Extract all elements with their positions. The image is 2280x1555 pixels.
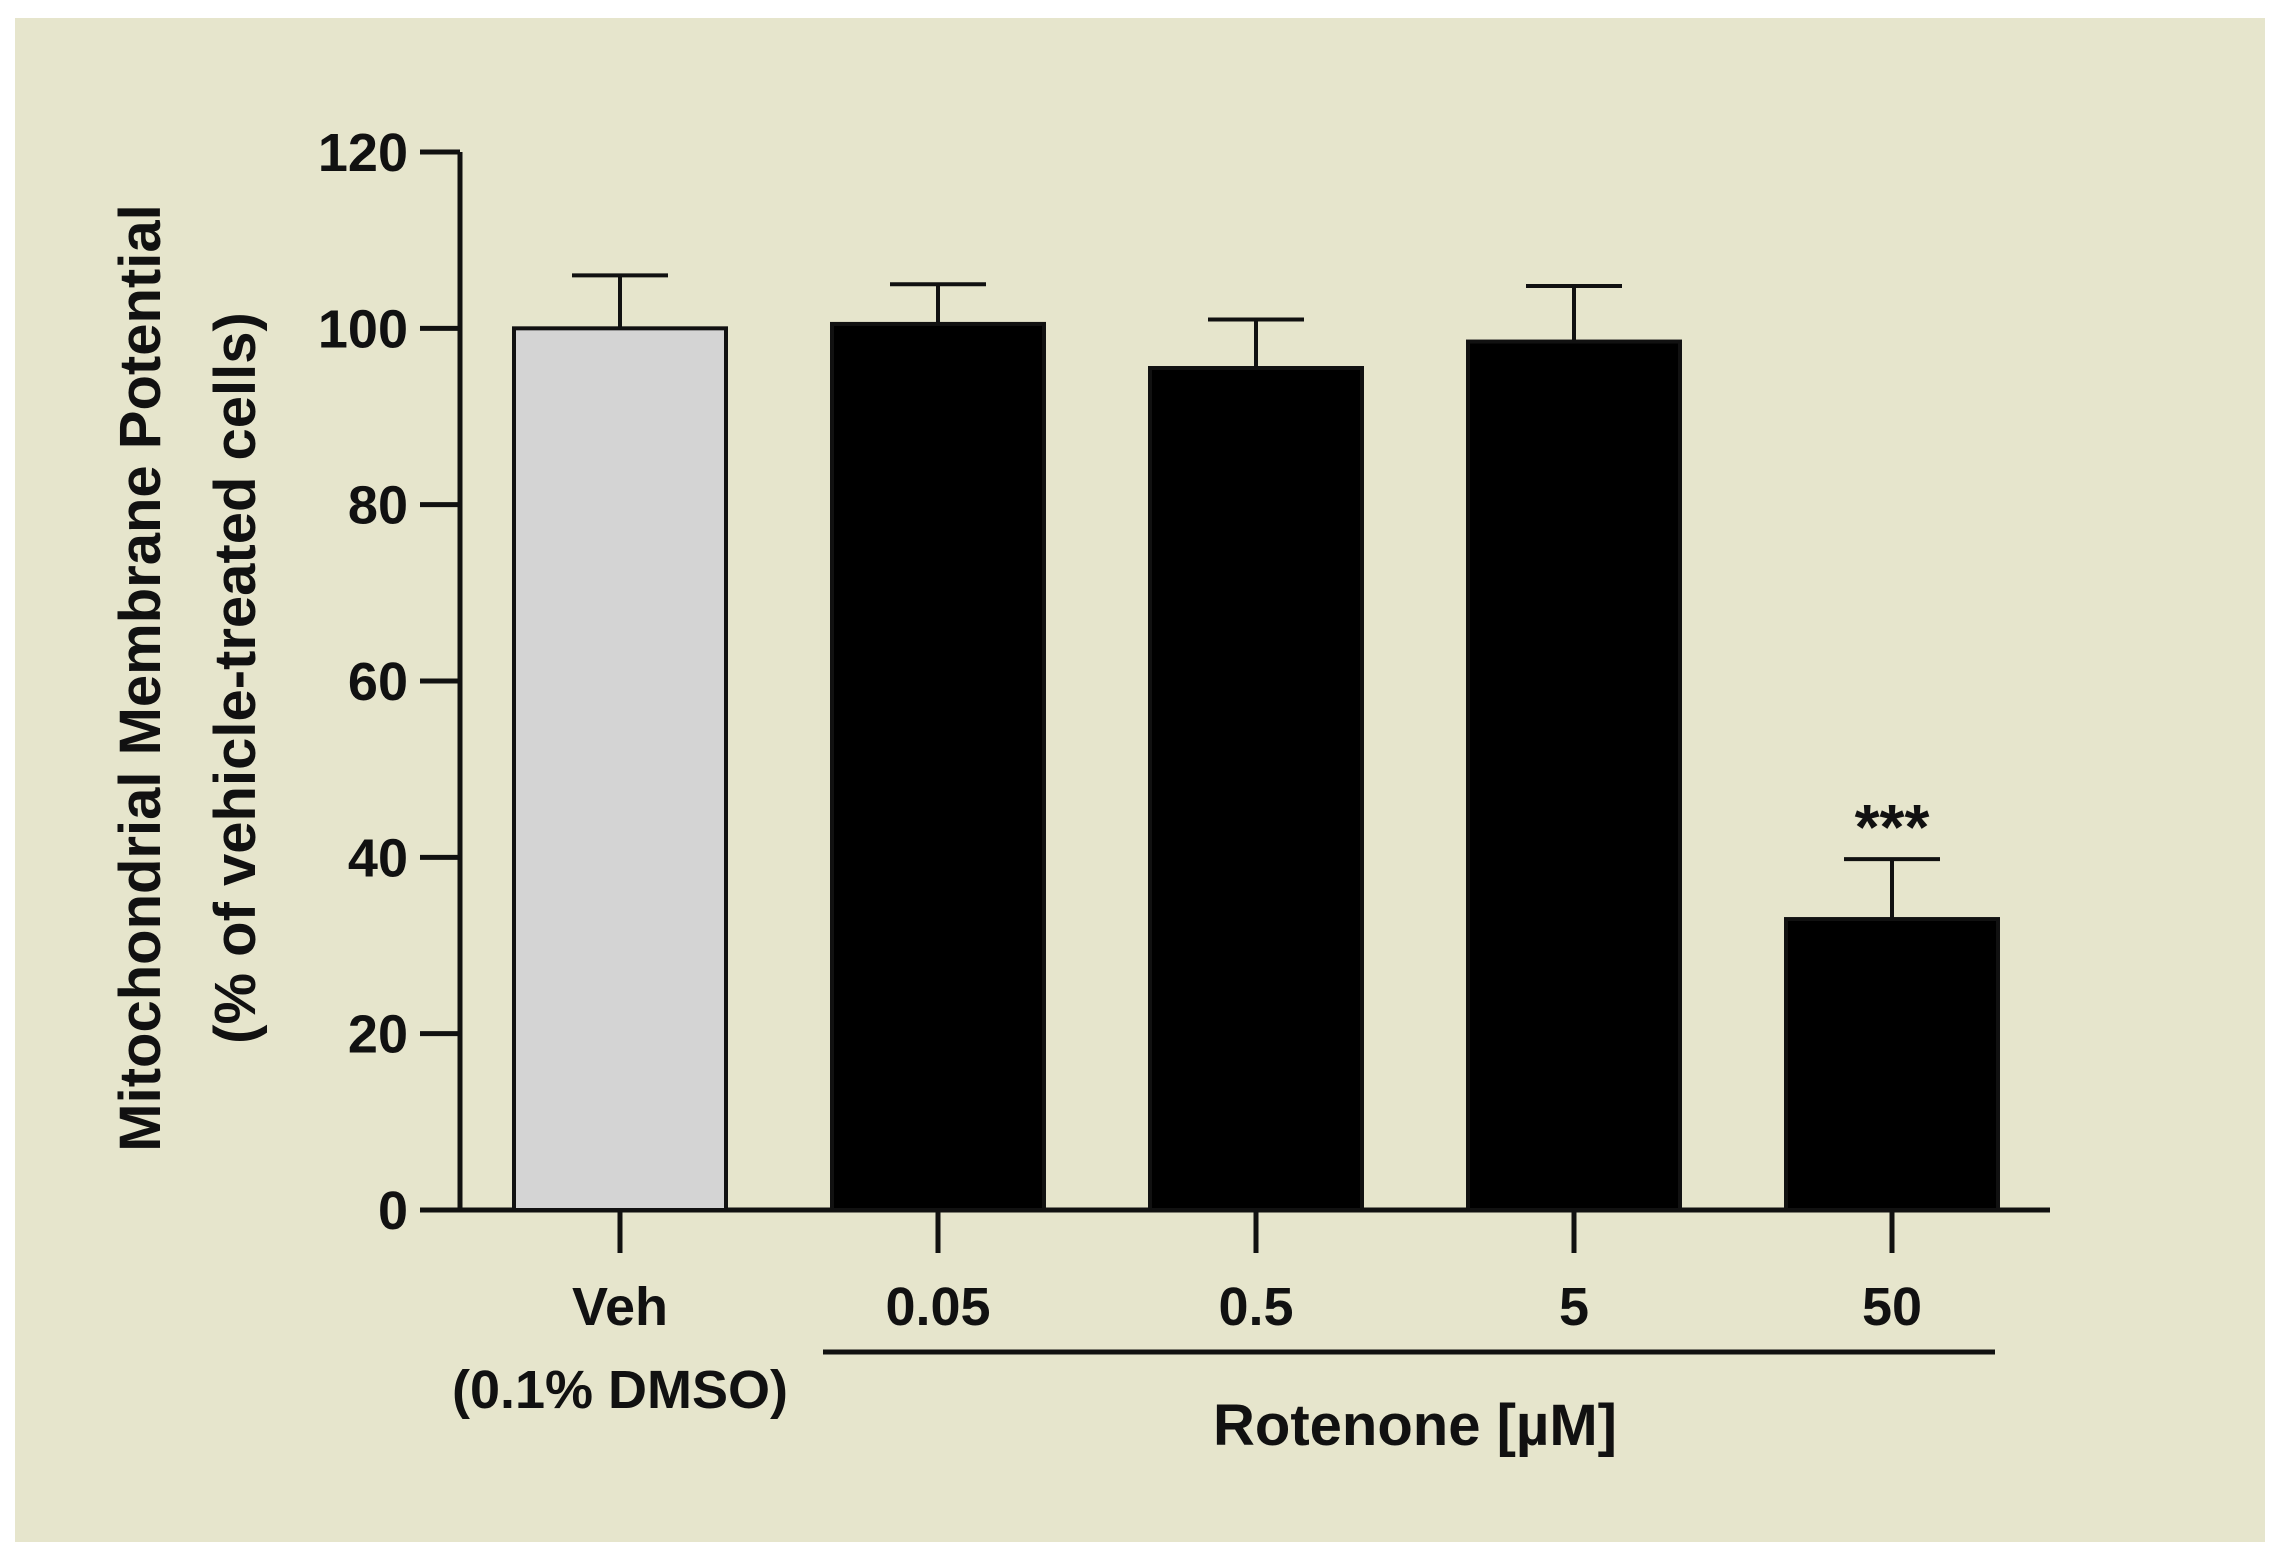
y-tick-label: 20	[348, 1005, 408, 1065]
x-tick-sublabel: (0.1% DMSO)	[452, 1360, 788, 1420]
x-axis-label: Rotenone [µM]	[1213, 1393, 1617, 1458]
y-tick-label: 40	[348, 828, 408, 888]
bar-rotenone-5	[1466, 339, 1682, 1212]
x-tick-label: Veh	[572, 1277, 668, 1337]
x-tick-label: 0.5	[1218, 1277, 1293, 1337]
y-tick-label: 120	[318, 123, 408, 183]
x-tick-label: 0.05	[885, 1277, 990, 1337]
bar-rotenone-0.05	[830, 321, 1046, 1212]
x-tick-labels: Veh (0.1% DMSO) 0.05 0.5 5 50	[452, 1277, 1922, 1420]
bar-rotenone-50	[1784, 917, 2000, 1212]
x-tick-label: 50	[1862, 1277, 1922, 1337]
bars: ***	[512, 273, 2000, 1213]
y-tick-label: 60	[348, 652, 408, 712]
chart-background	[15, 18, 2265, 1542]
y-tick-label: 80	[348, 476, 408, 536]
y-tick-label: 0	[378, 1181, 408, 1241]
significance-annotation: ***	[1855, 791, 1930, 863]
x-tick-label: 5	[1559, 1277, 1589, 1337]
y-axis-label: Mitochondrial Membrane Potential (% of v…	[108, 204, 268, 1151]
y-axis-label-line-2: (% of vehicle-treated cells)	[203, 312, 268, 1044]
y-tick-label: 100	[318, 299, 408, 359]
bar-vehicle	[512, 326, 728, 1213]
y-axis-label-line-1: Mitochondrial Membrane Potential	[108, 204, 173, 1151]
bar-rotenone-0.5	[1148, 366, 1364, 1212]
axes: 0 20 40 60 80 100 120	[318, 123, 2050, 1253]
